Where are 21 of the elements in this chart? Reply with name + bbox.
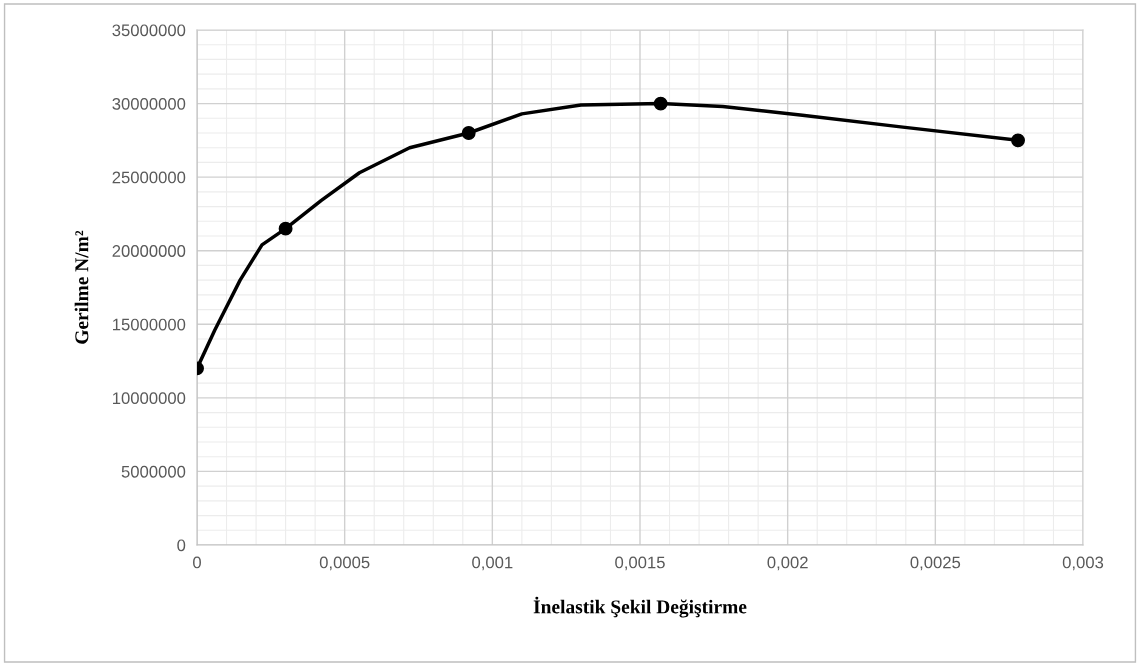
y-axis-title: Gerilme N/m²	[74, 230, 89, 344]
x-tick-label: 0,0015	[615, 556, 665, 571]
point	[278, 221, 293, 236]
y-tick-label: 15000000	[113, 318, 186, 331]
y-tick-label: 25000000	[112, 171, 186, 184]
y-tick-label: 5000000	[121, 465, 186, 478]
x-tick-label: 0,003	[1062, 556, 1104, 571]
point	[461, 126, 476, 140]
y-tick-label: 0	[177, 539, 186, 552]
point	[1011, 133, 1025, 148]
x-tick-label: 0,0025	[910, 556, 961, 571]
point	[653, 96, 668, 111]
x-tick-label: 0,001	[472, 556, 513, 571]
x-axis-title: İnelastik Şekil Değiştirme	[533, 596, 747, 618]
y-tick-label: 30000000	[112, 97, 186, 110]
y-tick-label: 10000000	[113, 392, 186, 405]
x-tick-label: 0,002	[767, 556, 808, 571]
y-tick-label: 20000000	[112, 245, 186, 257]
y-tick-label: 35000000	[112, 24, 186, 37]
x-tick-label: 0	[193, 556, 201, 569]
x-tick-label: 0,0005	[319, 556, 370, 571]
